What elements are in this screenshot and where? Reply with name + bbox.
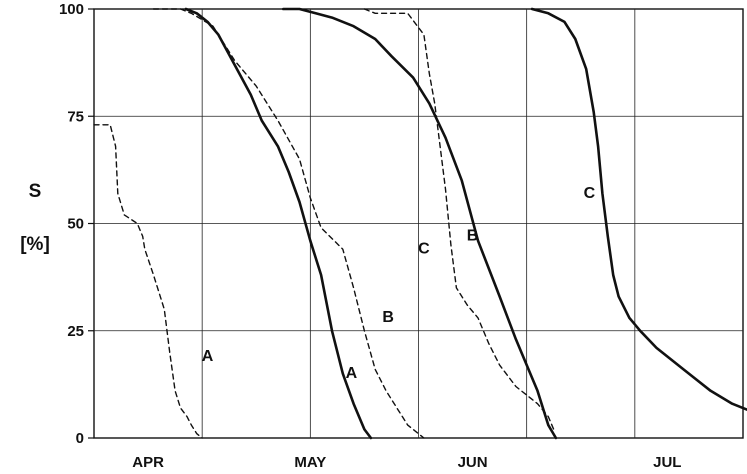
y-axis-title: S [29, 181, 42, 202]
curves [93, 7, 747, 440]
y-tick-labels: 0 25 50 75 100 [59, 1, 84, 447]
x-tick-label: APR [132, 454, 164, 471]
y-tick-label: 25 [67, 323, 84, 340]
x-tick-label: JUL [653, 454, 681, 471]
curve-a-solid [184, 7, 373, 440]
curve-label-c: C [418, 241, 430, 258]
x-tick-label: JUN [458, 454, 488, 471]
y-axis-unit: [%] [20, 234, 50, 255]
y-tick-label: 0 [76, 430, 84, 447]
x-tick-label: MAY [294, 454, 326, 471]
x-tick-labels: APR MAY JUN JUL [132, 454, 681, 471]
curve-b-dashed [152, 8, 425, 439]
curve-label-a: A [202, 348, 214, 365]
curve-label-c: C [584, 185, 596, 202]
curve-c-solid [530, 7, 747, 411]
curve-label-b: B [467, 228, 479, 245]
curve-labels: A A B B C C [202, 185, 596, 382]
y-tick-label: 50 [67, 216, 84, 233]
curve-label-b: B [382, 309, 394, 326]
y-tick-label: 100 [59, 1, 84, 18]
curve-c-dashed [363, 8, 555, 431]
curve-b-solid [282, 7, 558, 440]
curve-a-dashed [93, 124, 203, 439]
curve-label-a: A [346, 365, 358, 382]
y-tick-label: 75 [67, 108, 84, 125]
grid [88, 8, 744, 439]
